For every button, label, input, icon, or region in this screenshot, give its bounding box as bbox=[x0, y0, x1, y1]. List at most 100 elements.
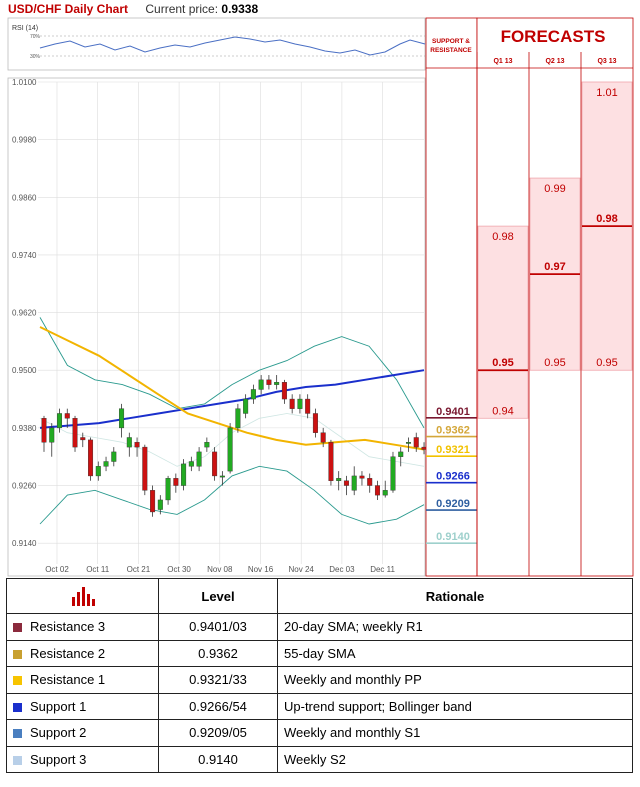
row-rationale: Weekly and monthly PP bbox=[277, 666, 633, 694]
table-row: Resistance 2 0.9362 55-day SMA bbox=[6, 639, 633, 667]
candle-body bbox=[165, 478, 171, 501]
forecast-value: 0.98 bbox=[596, 213, 617, 225]
candle-body bbox=[181, 463, 187, 486]
row-name-cell: Resistance 3 bbox=[6, 613, 159, 641]
candle-body bbox=[274, 382, 280, 385]
current-price: 0.9338 bbox=[221, 2, 259, 16]
price-label: Current price: bbox=[145, 2, 219, 16]
row-level: 0.9401/03 bbox=[158, 613, 278, 641]
row-name: Support 3 bbox=[30, 751, 87, 767]
x-tick-label: Dec 11 bbox=[370, 565, 395, 574]
candle-body bbox=[72, 418, 78, 448]
rsi-30-label: 30% bbox=[30, 54, 41, 60]
candle-body bbox=[289, 398, 295, 409]
row-level: 0.9140 bbox=[158, 745, 278, 773]
candle-body bbox=[80, 437, 86, 441]
table-row: Support 3 0.9140 Weekly S2 bbox=[6, 745, 633, 773]
y-tick-label: 0.9980 bbox=[12, 136, 37, 145]
level-header: Level bbox=[158, 578, 278, 614]
y-tick-label: 0.9380 bbox=[12, 424, 37, 433]
row-level: 0.9209/05 bbox=[158, 719, 278, 747]
candle-body bbox=[235, 408, 241, 429]
y-tick-label: 0.9740 bbox=[12, 251, 37, 260]
bollinger-lower bbox=[39, 465, 425, 525]
forecast-value: 0.98 bbox=[492, 231, 513, 243]
rsi-line bbox=[39, 36, 426, 56]
candle-body bbox=[390, 456, 396, 491]
row-rationale: Weekly and monthly S1 bbox=[277, 719, 633, 747]
price-panel bbox=[7, 77, 426, 577]
x-tick-label: Dec 03 bbox=[329, 565, 355, 574]
candle-body bbox=[103, 461, 109, 467]
candle-body bbox=[150, 490, 156, 513]
forecast-value: 0.97 bbox=[544, 261, 565, 273]
sr-panel bbox=[425, 17, 478, 577]
x-tick-label: Oct 11 bbox=[86, 565, 110, 574]
candlesticks bbox=[41, 375, 427, 517]
candle-body bbox=[49, 427, 55, 443]
forecast-column-label: Q3 13 bbox=[597, 58, 616, 65]
table-row: Support 2 0.9209/05 Weekly and monthly S… bbox=[6, 719, 633, 747]
candle-body bbox=[398, 451, 404, 457]
color-swatch bbox=[13, 702, 22, 712]
sr-level-label: 0.9401 bbox=[436, 406, 470, 418]
forecast-value: 0.94 bbox=[492, 405, 513, 417]
x-tick-label: Nov 16 bbox=[248, 565, 274, 574]
rationale-header: Rationale bbox=[277, 578, 633, 614]
y-tick-label: 1.0100 bbox=[12, 78, 37, 87]
gridlines bbox=[38, 81, 424, 564]
candle-body bbox=[219, 475, 225, 478]
sr-level-label: 0.9209 bbox=[436, 498, 470, 510]
forecast-columns: Q1 13 0.98 0.95 0.94 Q2 13 0.99 0.97 0.95 Q3 13 1… bbox=[476, 52, 633, 576]
sr-level-label: 0.9266 bbox=[436, 471, 470, 483]
table-row: Support 1 0.9266/54 Up-trend support; Bo… bbox=[6, 692, 633, 720]
table-row: Resistance 3 0.9401/03 20-day SMA; weekl… bbox=[6, 613, 633, 641]
color-swatch bbox=[13, 729, 22, 739]
y-tick-label: 0.9140 bbox=[12, 539, 37, 548]
y-tick-label: 0.9500 bbox=[12, 366, 37, 375]
candle-body bbox=[196, 451, 202, 467]
candle-body bbox=[405, 442, 411, 444]
candle-body bbox=[367, 478, 373, 486]
sr-title-line1: SUPPORT & bbox=[432, 38, 470, 45]
chart-title: USD/CHF Daily Chart bbox=[8, 2, 129, 16]
x-tick-label: Oct 02 bbox=[45, 565, 69, 574]
candle-body bbox=[359, 475, 365, 479]
candle-body bbox=[258, 379, 264, 390]
chart-header: USD/CHF Daily Chart Current price: 0.933… bbox=[8, 2, 258, 16]
levels-table: Level Rationale Resistance 3 0.9401/03 2… bbox=[6, 578, 633, 773]
forecast-title: FORECASTS bbox=[501, 27, 606, 46]
candle-body bbox=[413, 437, 419, 448]
candle-body bbox=[227, 427, 233, 472]
candle-body bbox=[305, 398, 311, 414]
row-name: Resistance 3 bbox=[30, 619, 106, 635]
row-name: Resistance 2 bbox=[30, 645, 106, 661]
candle-body bbox=[88, 439, 94, 477]
candle-body bbox=[188, 461, 194, 467]
candle-body bbox=[64, 413, 70, 419]
forecast-range-box bbox=[477, 225, 529, 419]
y-tick-label: 0.9620 bbox=[12, 309, 37, 318]
candle-body bbox=[142, 446, 148, 491]
y-tick-label: 0.9860 bbox=[12, 193, 37, 202]
candle-body bbox=[374, 485, 380, 496]
row-name: Resistance 1 bbox=[30, 672, 106, 688]
row-name-cell: Support 3 bbox=[6, 745, 159, 773]
candle-body bbox=[343, 480, 349, 486]
candle-body bbox=[134, 442, 140, 448]
row-name: Support 1 bbox=[30, 698, 87, 714]
sr-level-label: 0.9321 bbox=[436, 444, 470, 456]
row-level: 0.9362 bbox=[158, 639, 278, 667]
candle-body bbox=[57, 413, 63, 429]
candle-body bbox=[173, 478, 179, 486]
candle-body bbox=[212, 451, 218, 477]
row-name-cell: Resistance 2 bbox=[6, 639, 159, 667]
table-icon-cell bbox=[6, 578, 159, 614]
candle-body bbox=[126, 437, 132, 448]
candle-body bbox=[382, 490, 388, 496]
candle-body bbox=[320, 432, 326, 443]
sr-levels: 0.9401 0.9362 0.9321 0.9266 0.9209 0.9140 bbox=[426, 406, 477, 544]
candle-body bbox=[312, 413, 318, 433]
x-tick-label: Nov 08 bbox=[207, 565, 233, 574]
row-rationale: Up-trend support; Bollinger band bbox=[277, 692, 633, 720]
